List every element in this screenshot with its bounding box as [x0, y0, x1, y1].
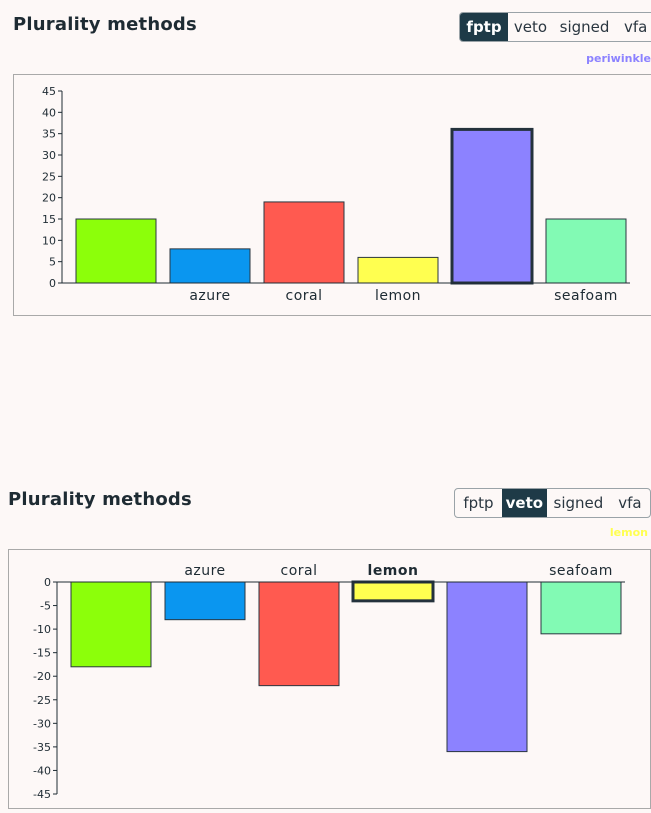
bar-lemon: [351, 580, 435, 603]
veto-bar-chart: 0 -5 -10 -15 -20 -25 -30 -35 -40 -45 azure coral lem…: [33, 563, 625, 801]
bar-azure: [164, 581, 246, 621]
bar-seafoam: [545, 218, 627, 284]
tab-vfa[interactable]: vfa: [624, 18, 648, 36]
method-tabs: fptp veto signed vfa: [454, 488, 651, 518]
y-tick-label: -35: [33, 741, 51, 754]
y-tick-label: -45: [33, 788, 51, 801]
bar-coral: [263, 201, 345, 284]
fptp-bar-chart: 0 5 10 15 20 25 30 35 40 45 azure coral lemon seafoam: [42, 85, 630, 304]
y-tick-label: 0: [49, 277, 56, 290]
y-tick-label: -30: [33, 717, 51, 730]
category-label-coral: coral: [281, 563, 318, 579]
tab-fptp[interactable]: fptp: [460, 13, 508, 41]
y-tick-label: 20: [42, 192, 56, 205]
y-tick-label: 35: [42, 128, 56, 141]
tab-vfa[interactable]: vfa: [618, 494, 642, 512]
y-tick-label: -20: [33, 670, 51, 683]
category-label-seafoam: seafoam: [549, 563, 613, 579]
category-label-azure: azure: [189, 288, 230, 304]
bar-azure: [169, 248, 251, 284]
y-tick-label: -40: [33, 764, 51, 777]
y-tick-label: 40: [42, 106, 56, 119]
category-label-azure: azure: [184, 563, 225, 579]
veto-chart: 0 -5 -10 -15 -20 -25 -30 -35 -40 -45 azure coral lem…: [8, 549, 651, 809]
category-label-lemon: lemon: [368, 563, 419, 579]
bar-periwinkle: [446, 581, 528, 753]
y-tick-label: -25: [33, 694, 51, 707]
y-tick-label: 5: [49, 256, 56, 269]
bar-lime: [70, 581, 152, 668]
y-tick-label: 15: [42, 213, 56, 226]
winner-label: lemon: [609, 526, 648, 539]
bar-seafoam: [540, 581, 622, 635]
category-label-lemon: lemon: [375, 288, 421, 304]
category-label-seafoam: seafoam: [554, 288, 618, 304]
panel-title: Plurality methods: [8, 489, 192, 510]
veto-panel: Plurality methods fptp veto signed vfa l…: [0, 475, 651, 813]
bar-lemon: [357, 256, 439, 284]
y-tick-label: 25: [42, 170, 56, 183]
panel-title: Plurality methods: [13, 14, 197, 35]
y-tick-label: 45: [42, 85, 56, 98]
y-tick-label: -15: [33, 647, 51, 660]
method-tabs: fptp veto signed vfa: [459, 12, 651, 42]
winner-label: periwinkle: [586, 52, 651, 65]
bar-periwinkle: [450, 127, 534, 285]
bar-lime: [75, 218, 157, 284]
category-label-coral: coral: [286, 288, 323, 304]
tab-fptp[interactable]: fptp: [463, 494, 494, 512]
tab-veto[interactable]: veto: [501, 489, 547, 517]
y-tick-label: 0: [44, 576, 51, 589]
tab-veto[interactable]: veto: [513, 18, 548, 36]
y-tick-label: -10: [33, 623, 51, 636]
y-tick-label: 10: [42, 234, 56, 247]
tab-signed[interactable]: signed: [553, 494, 604, 512]
y-tick-label: 30: [42, 149, 56, 162]
tab-signed[interactable]: signed: [559, 18, 610, 36]
y-tick-label: -5: [40, 600, 51, 613]
fptp-chart: 0 5 10 15 20 25 30 35 40 45 azure coral lemon seafoam: [13, 74, 651, 316]
fptp-panel: Plurality methods fptp veto signed vfa p…: [0, 0, 651, 320]
bar-coral: [258, 581, 340, 687]
